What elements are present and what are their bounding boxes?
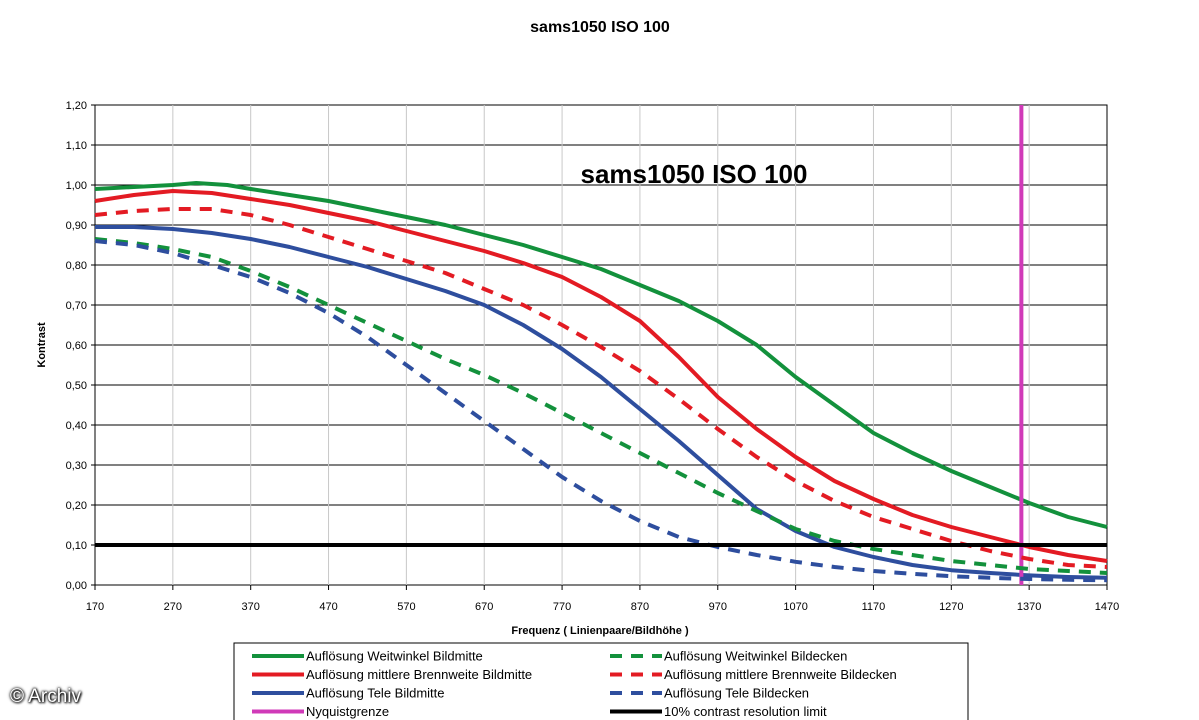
- x-tick-label: 1070: [783, 601, 807, 613]
- series-aufl-sung-weitwinkel-bildecken: [94, 237, 1108, 575]
- series-aufl-sung-mittlere-brennweite-bildmitte: [94, 189, 1108, 563]
- series-aufl-sung-weitwinkel-bildmitte: [94, 181, 1108, 529]
- x-tick-label: 770: [553, 601, 571, 613]
- legend: Auflösung Weitwinkel Bildmitte Auflösung …: [252, 649, 897, 719]
- x-tick-label: 1370: [1017, 601, 1041, 613]
- x-tick-label: 670: [475, 601, 493, 613]
- watermark: © Archiv: [10, 686, 82, 707]
- series-aufl-sung-tele-bildmitte: [95, 225, 1108, 580]
- series-aufl-sung-mittlere-brennweite-bildecken: [94, 207, 1108, 569]
- x-tick-label: 370: [242, 601, 260, 613]
- x-tick-label: 470: [319, 601, 337, 613]
- y-axis-label: Kontrast: [36, 322, 48, 368]
- inner-title: sams1050 ISO 100: [581, 159, 808, 189]
- x-tick-label: 870: [631, 601, 649, 613]
- x-tick-label: 1170: [862, 601, 886, 613]
- legend-label-aufl-sung-weitwinkel-bildmitte: Auflösung Weitwinkel Bildmitte: [306, 649, 483, 664]
- x-tick-label: 1470: [1095, 601, 1119, 613]
- legend-label-nyquistgrenze: Nyquistgrenze: [306, 704, 389, 719]
- y-tick-label: 0,50: [66, 380, 87, 392]
- x-tick-label: 970: [709, 601, 727, 613]
- y-tick-label: 0,30: [66, 460, 87, 472]
- y-tick-label: 0,70: [66, 300, 87, 312]
- y-axis: 0,00 0,10 0,20 0,30 0,40 0,50 0,60 0,70 0,80 0,90…: [66, 100, 95, 592]
- legend-label-aufl-sung-mittlere-brennweite-bildecken: Auflösung mittlere Brennweite Bildecken: [664, 667, 897, 682]
- y-tick-label: 1,20: [66, 100, 87, 112]
- y-tick-label: 1,10: [66, 140, 87, 152]
- legend-label-10-contrast-resolution-limit: 10% contrast resolution limit: [664, 704, 827, 719]
- grid: [94, 104, 1108, 586]
- y-tick-label: 0,90: [66, 220, 87, 232]
- x-tick-label: 570: [397, 601, 415, 613]
- x-tick-label: 270: [164, 601, 182, 613]
- x-tick-label: 170: [86, 601, 104, 613]
- x-axis-label: Frequenz ( Linienpaare/Bildhöhe ): [511, 625, 689, 637]
- legend-label-aufl-sung-tele-bildecken: Auflösung Tele Bildecken: [664, 686, 809, 701]
- y-tick-label: 1,00: [66, 180, 87, 192]
- series-aufl-sung-tele-bildecken: [94, 239, 1108, 583]
- chart-title: sams1050 ISO 100: [530, 19, 670, 36]
- y-tick-label: 0,10: [66, 540, 87, 552]
- y-tick-label: 0,60: [66, 340, 87, 352]
- x-axis: 170 270 370 470 570 670 770 870 970 1070 1170 1270 1…: [86, 585, 1119, 613]
- y-tick-label: 0,20: [66, 500, 87, 512]
- legend-label-aufl-sung-weitwinkel-bildecken: Auflösung Weitwinkel Bildecken: [664, 649, 847, 664]
- legend-label-aufl-sung-mittlere-brennweite-bildmitte: Auflösung mittlere Brennweite Bildmitte: [306, 667, 532, 682]
- y-tick-label: 0,00: [66, 580, 87, 592]
- y-tick-label: 0,80: [66, 260, 87, 272]
- y-tick-label: 0,40: [66, 420, 87, 432]
- x-tick-label: 1270: [939, 601, 963, 613]
- legend-label-aufl-sung-tele-bildmitte: Auflösung Tele Bildmitte: [306, 686, 445, 701]
- series-lines: [94, 105, 1108, 585]
- legend-box: [233, 642, 969, 720]
